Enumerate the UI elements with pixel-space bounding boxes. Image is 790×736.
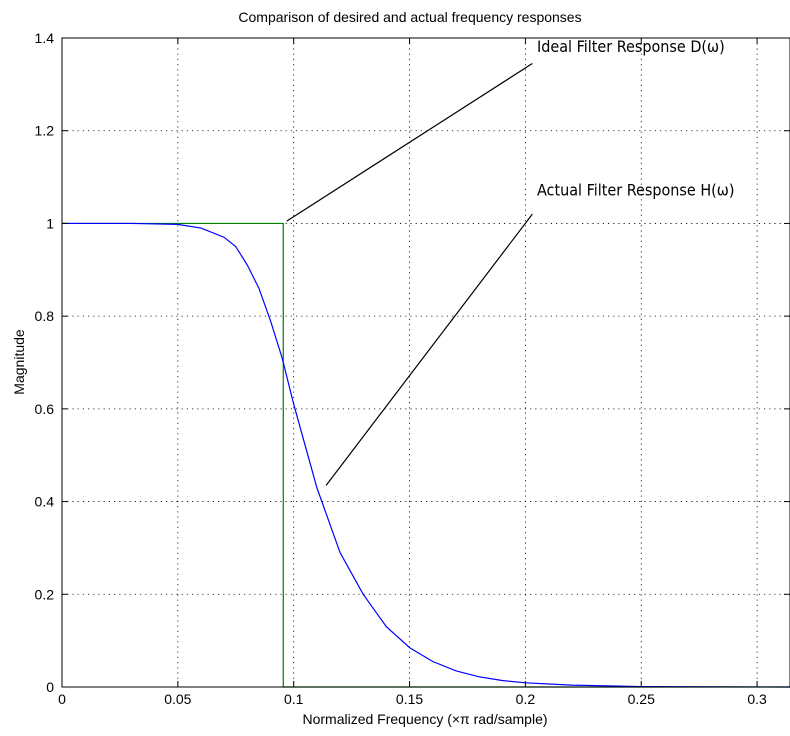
y-tick-label: 0.4 <box>35 494 55 510</box>
series-group <box>62 222 790 688</box>
y-tick-label: 0.6 <box>35 401 55 417</box>
ticks: 0 0.05 0.1 0.15 0.2 0.25 0.3 0 0.2 0.4 0.6 0.8 1 1.2 1… <box>35 30 790 707</box>
actual-response-annotation-line <box>325 213 533 486</box>
annotations: Ideal Filter Response D(ω) Actual Filter … <box>286 37 735 486</box>
ideal-response-annotation-line <box>286 62 533 222</box>
y-tick-label: 0.8 <box>35 308 55 324</box>
y-tick-label: 0 <box>46 679 54 695</box>
actual-response-annotation-label: Actual Filter Response H(ω) <box>537 181 735 200</box>
x-axis-title: Normalized Frequency (×π rad/sample) <box>302 711 547 727</box>
ideal-response-line <box>62 222 790 688</box>
x-tick-label: 0.15 <box>396 691 423 707</box>
y-tick-label: 0.2 <box>35 586 55 602</box>
x-tick-label: 0.3 <box>747 691 767 707</box>
actual-response-line <box>62 222 790 688</box>
x-tick-label: 0.25 <box>628 691 655 707</box>
y-tick-label: 1 <box>46 215 54 231</box>
x-tick-label: 0.05 <box>164 691 191 707</box>
y-axis-title: Magnitude <box>11 329 27 395</box>
plot-frame <box>61 37 790 688</box>
x-tick-label: 0.1 <box>284 691 304 707</box>
y-tick-label: 1.2 <box>35 123 55 139</box>
grid <box>62 38 790 687</box>
x-tick-label: 0 <box>58 691 66 707</box>
chart-title: Comparison of desired and actual frequen… <box>238 9 581 25</box>
x-tick-label: 0.2 <box>516 691 536 707</box>
y-tick-label: 1.4 <box>35 30 55 46</box>
ideal-response-annotation-label: Ideal Filter Response D(ω) <box>537 37 725 56</box>
